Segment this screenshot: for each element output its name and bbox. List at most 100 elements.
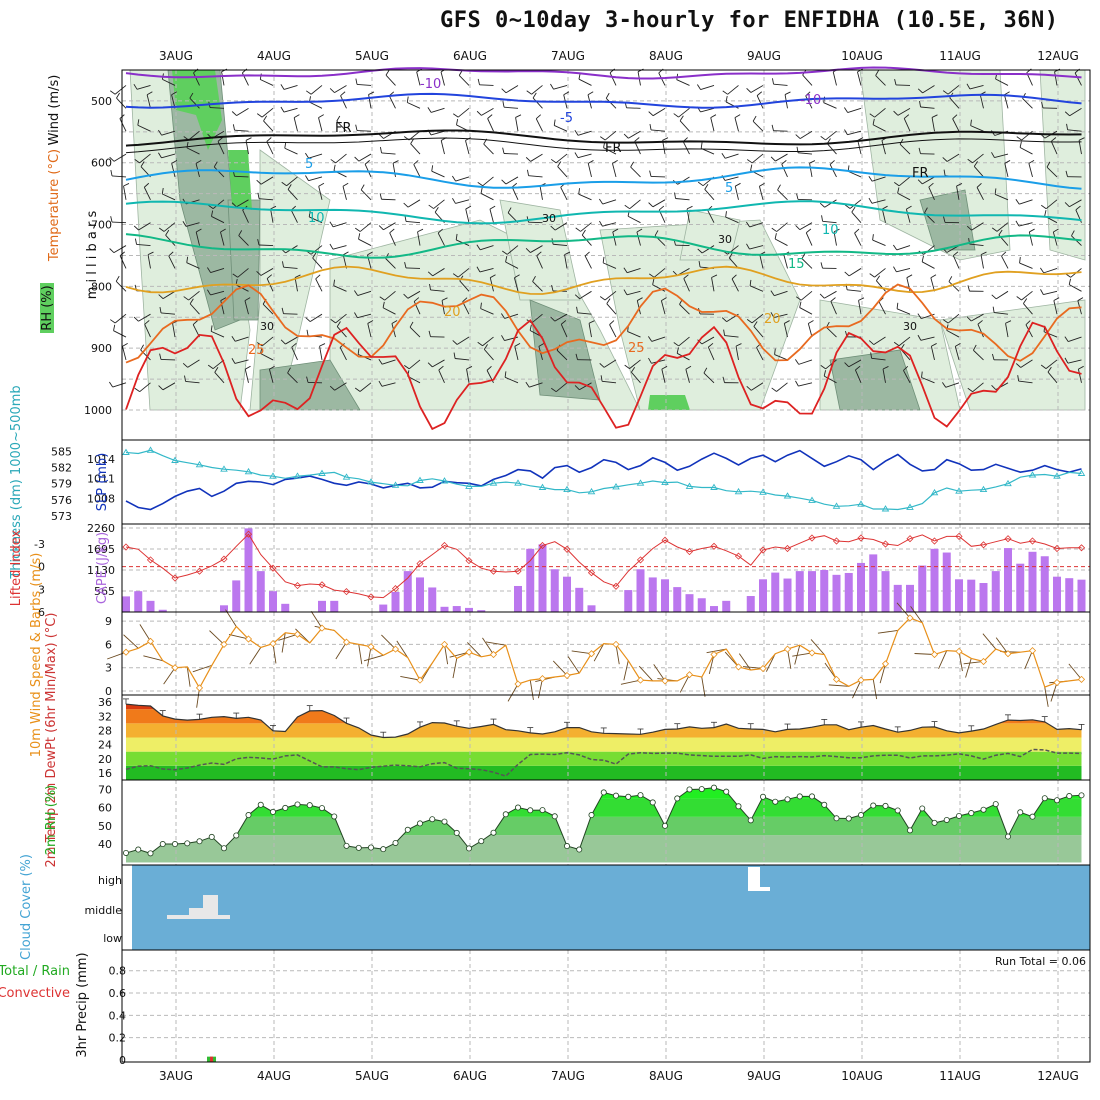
wind-barb xyxy=(416,71,421,86)
cape-bar xyxy=(697,598,706,612)
rh-point xyxy=(625,793,632,800)
wind-barb xyxy=(602,222,617,227)
thickness-point xyxy=(563,485,571,493)
rh-point xyxy=(943,816,950,823)
wind-barb xyxy=(1064,336,1069,342)
wind-barb xyxy=(620,679,641,685)
cape-bar xyxy=(452,606,461,612)
axis-tick-wind: 6 xyxy=(105,638,112,651)
wind-barb xyxy=(947,313,960,324)
wind-barb xyxy=(819,202,825,208)
wind-barb xyxy=(189,298,194,305)
wind-barb xyxy=(648,111,654,117)
wind-barb xyxy=(828,684,849,687)
wind-barb xyxy=(144,320,150,325)
wind-barb xyxy=(1078,365,1084,370)
isotherm-label: 15 xyxy=(788,257,805,272)
temp-band xyxy=(126,737,1082,752)
wind-barb xyxy=(552,660,568,676)
pressure-frame xyxy=(121,439,1091,525)
rh-point xyxy=(1005,833,1012,840)
wind-barb xyxy=(310,611,323,629)
cape-bar xyxy=(906,584,914,612)
wind-barb xyxy=(1064,202,1070,208)
wind-barb xyxy=(661,297,667,302)
wind-barb xyxy=(381,152,396,155)
rh-point xyxy=(894,807,901,814)
wind-barb xyxy=(513,277,519,292)
wind-barb xyxy=(749,285,764,292)
wind-barb xyxy=(711,274,718,278)
rh-point xyxy=(123,849,130,856)
cloud-cover-block xyxy=(218,915,230,919)
cape-bar xyxy=(122,596,130,612)
axis-tick-pressure: 900 xyxy=(91,342,112,355)
wind-barb xyxy=(795,225,801,230)
lifted-index-point xyxy=(195,567,204,575)
wind-barb xyxy=(700,85,715,91)
wind-barb xyxy=(899,138,904,145)
date-label-top: 3AUG xyxy=(159,49,193,63)
wind-barb xyxy=(367,320,374,324)
wind-barb xyxy=(784,320,790,324)
lifted-index-point xyxy=(930,537,939,545)
wind-barb xyxy=(574,152,579,158)
wind-barb xyxy=(954,346,960,361)
wind-barb xyxy=(466,368,470,383)
wind-barb xyxy=(1050,141,1058,155)
wind-barb xyxy=(966,316,972,322)
wind-barb xyxy=(161,187,164,195)
cape-bar xyxy=(281,603,290,612)
wind-barb xyxy=(918,147,921,154)
thickness-point xyxy=(685,482,694,489)
wind-barb xyxy=(777,189,788,201)
wind-barb xyxy=(593,643,605,662)
wind-barb xyxy=(728,252,733,259)
wind-barb xyxy=(476,244,481,251)
wind-barb xyxy=(701,245,715,254)
wind-barb xyxy=(502,147,505,154)
wind-barb xyxy=(1071,230,1075,237)
wind-barb xyxy=(189,92,194,99)
wind-barb xyxy=(770,290,775,296)
wind-barb xyxy=(832,71,837,86)
wind-barb xyxy=(945,382,960,388)
lifted-index-point xyxy=(906,535,914,543)
wind-barb xyxy=(571,650,592,655)
wind-barb xyxy=(505,85,519,94)
wind-barb xyxy=(648,357,652,364)
wind-barb xyxy=(263,120,274,132)
rh-point xyxy=(870,802,877,809)
wind-barb xyxy=(931,114,938,118)
axis-tick-thickness: 579 xyxy=(51,478,72,491)
precip-frame xyxy=(121,949,1091,1063)
thickness-point xyxy=(220,465,228,472)
axis-tick-li: -3 xyxy=(34,538,45,551)
wind-barb xyxy=(980,254,984,269)
rh-label: 30 xyxy=(903,320,917,333)
cape-bar xyxy=(318,600,326,612)
wind-barb xyxy=(385,69,390,76)
wind-barb xyxy=(482,336,494,347)
rh-point xyxy=(135,846,142,853)
wind-barb xyxy=(531,313,543,324)
page-title: GFS 0~10day 3-hourly for ENFIDHA (10.5E,… xyxy=(440,8,1059,33)
wind-barb xyxy=(772,78,774,85)
thickness-point xyxy=(318,469,326,476)
wind-barb xyxy=(501,335,505,341)
wind-speed-point xyxy=(783,645,792,653)
wind-barb xyxy=(810,639,825,655)
wind-barb xyxy=(487,114,493,119)
axis-label-cloud: Cloud Cover (%) xyxy=(19,854,34,960)
wind-barb xyxy=(805,95,813,109)
wind-barb xyxy=(752,115,757,122)
wind-barb xyxy=(232,273,238,278)
wind-barb xyxy=(285,336,298,345)
wind-barb xyxy=(966,83,971,90)
wind-barb xyxy=(725,216,739,224)
wind-barb xyxy=(306,376,309,383)
date-label-top: 11AUG xyxy=(939,49,981,63)
wind-barb xyxy=(283,266,298,269)
wind-barb xyxy=(477,181,483,187)
wind-barb xyxy=(455,199,470,204)
